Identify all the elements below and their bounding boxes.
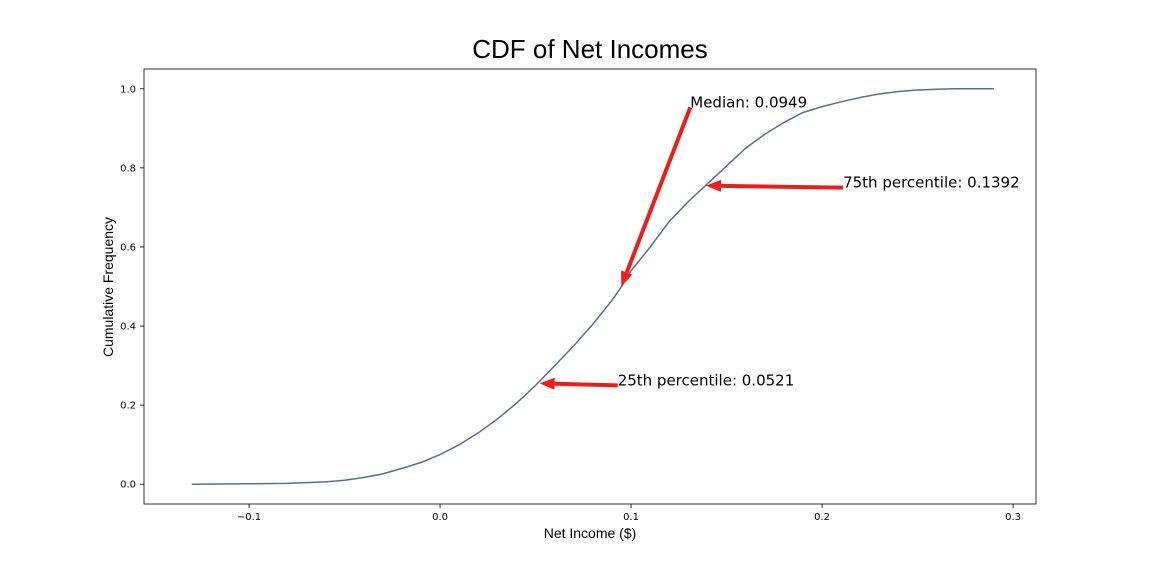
y-tick-label: 0.6 xyxy=(120,242,136,253)
annotation-label: 75th percentile: 0.1392 xyxy=(843,174,1020,192)
annotation-label: Median: 0.0949 xyxy=(690,93,807,111)
y-axis-label: Cumulative Frequency xyxy=(100,217,116,357)
annotation-arrow-shaft xyxy=(720,183,844,190)
chart-title: CDF of Net Incomes xyxy=(472,34,708,64)
x-tick-label: 0.0 xyxy=(432,512,448,523)
annotation-arrow-shaft xyxy=(554,381,618,388)
y-tick-label: 0.0 xyxy=(120,480,136,491)
plot-area xyxy=(143,68,1037,505)
y-tick-label: 1.0 xyxy=(120,84,136,95)
x-axis-label: Net Income ($) xyxy=(544,525,637,541)
y-tick-label: 0.8 xyxy=(120,163,136,174)
y-tick-label: 0.2 xyxy=(120,401,136,412)
annotation-arrow-head xyxy=(539,377,555,390)
annotations: Median: 0.0949 75th percentile: 0.1392 25t… xyxy=(539,93,1020,390)
annotation-arrow-shaft xyxy=(624,106,693,274)
x-tick-label: 0.1 xyxy=(623,512,639,523)
cdf-line xyxy=(191,88,994,485)
annotation-label: 25th percentile: 0.0521 xyxy=(618,371,795,389)
annotation-arrow-head xyxy=(705,179,722,192)
y-tick-label: 0.4 xyxy=(120,322,136,333)
x-axis: −0.1 0.0 0.1 0.2 0.3 xyxy=(237,504,1021,523)
y-axis: 0.0 0.2 0.4 0.6 0.8 1.0 xyxy=(120,84,144,491)
annotation-arrow-head xyxy=(621,270,633,287)
x-tick-label: −0.1 xyxy=(237,512,261,523)
x-tick-label: 0.3 xyxy=(1005,512,1021,523)
x-tick-label: 0.2 xyxy=(814,512,830,523)
